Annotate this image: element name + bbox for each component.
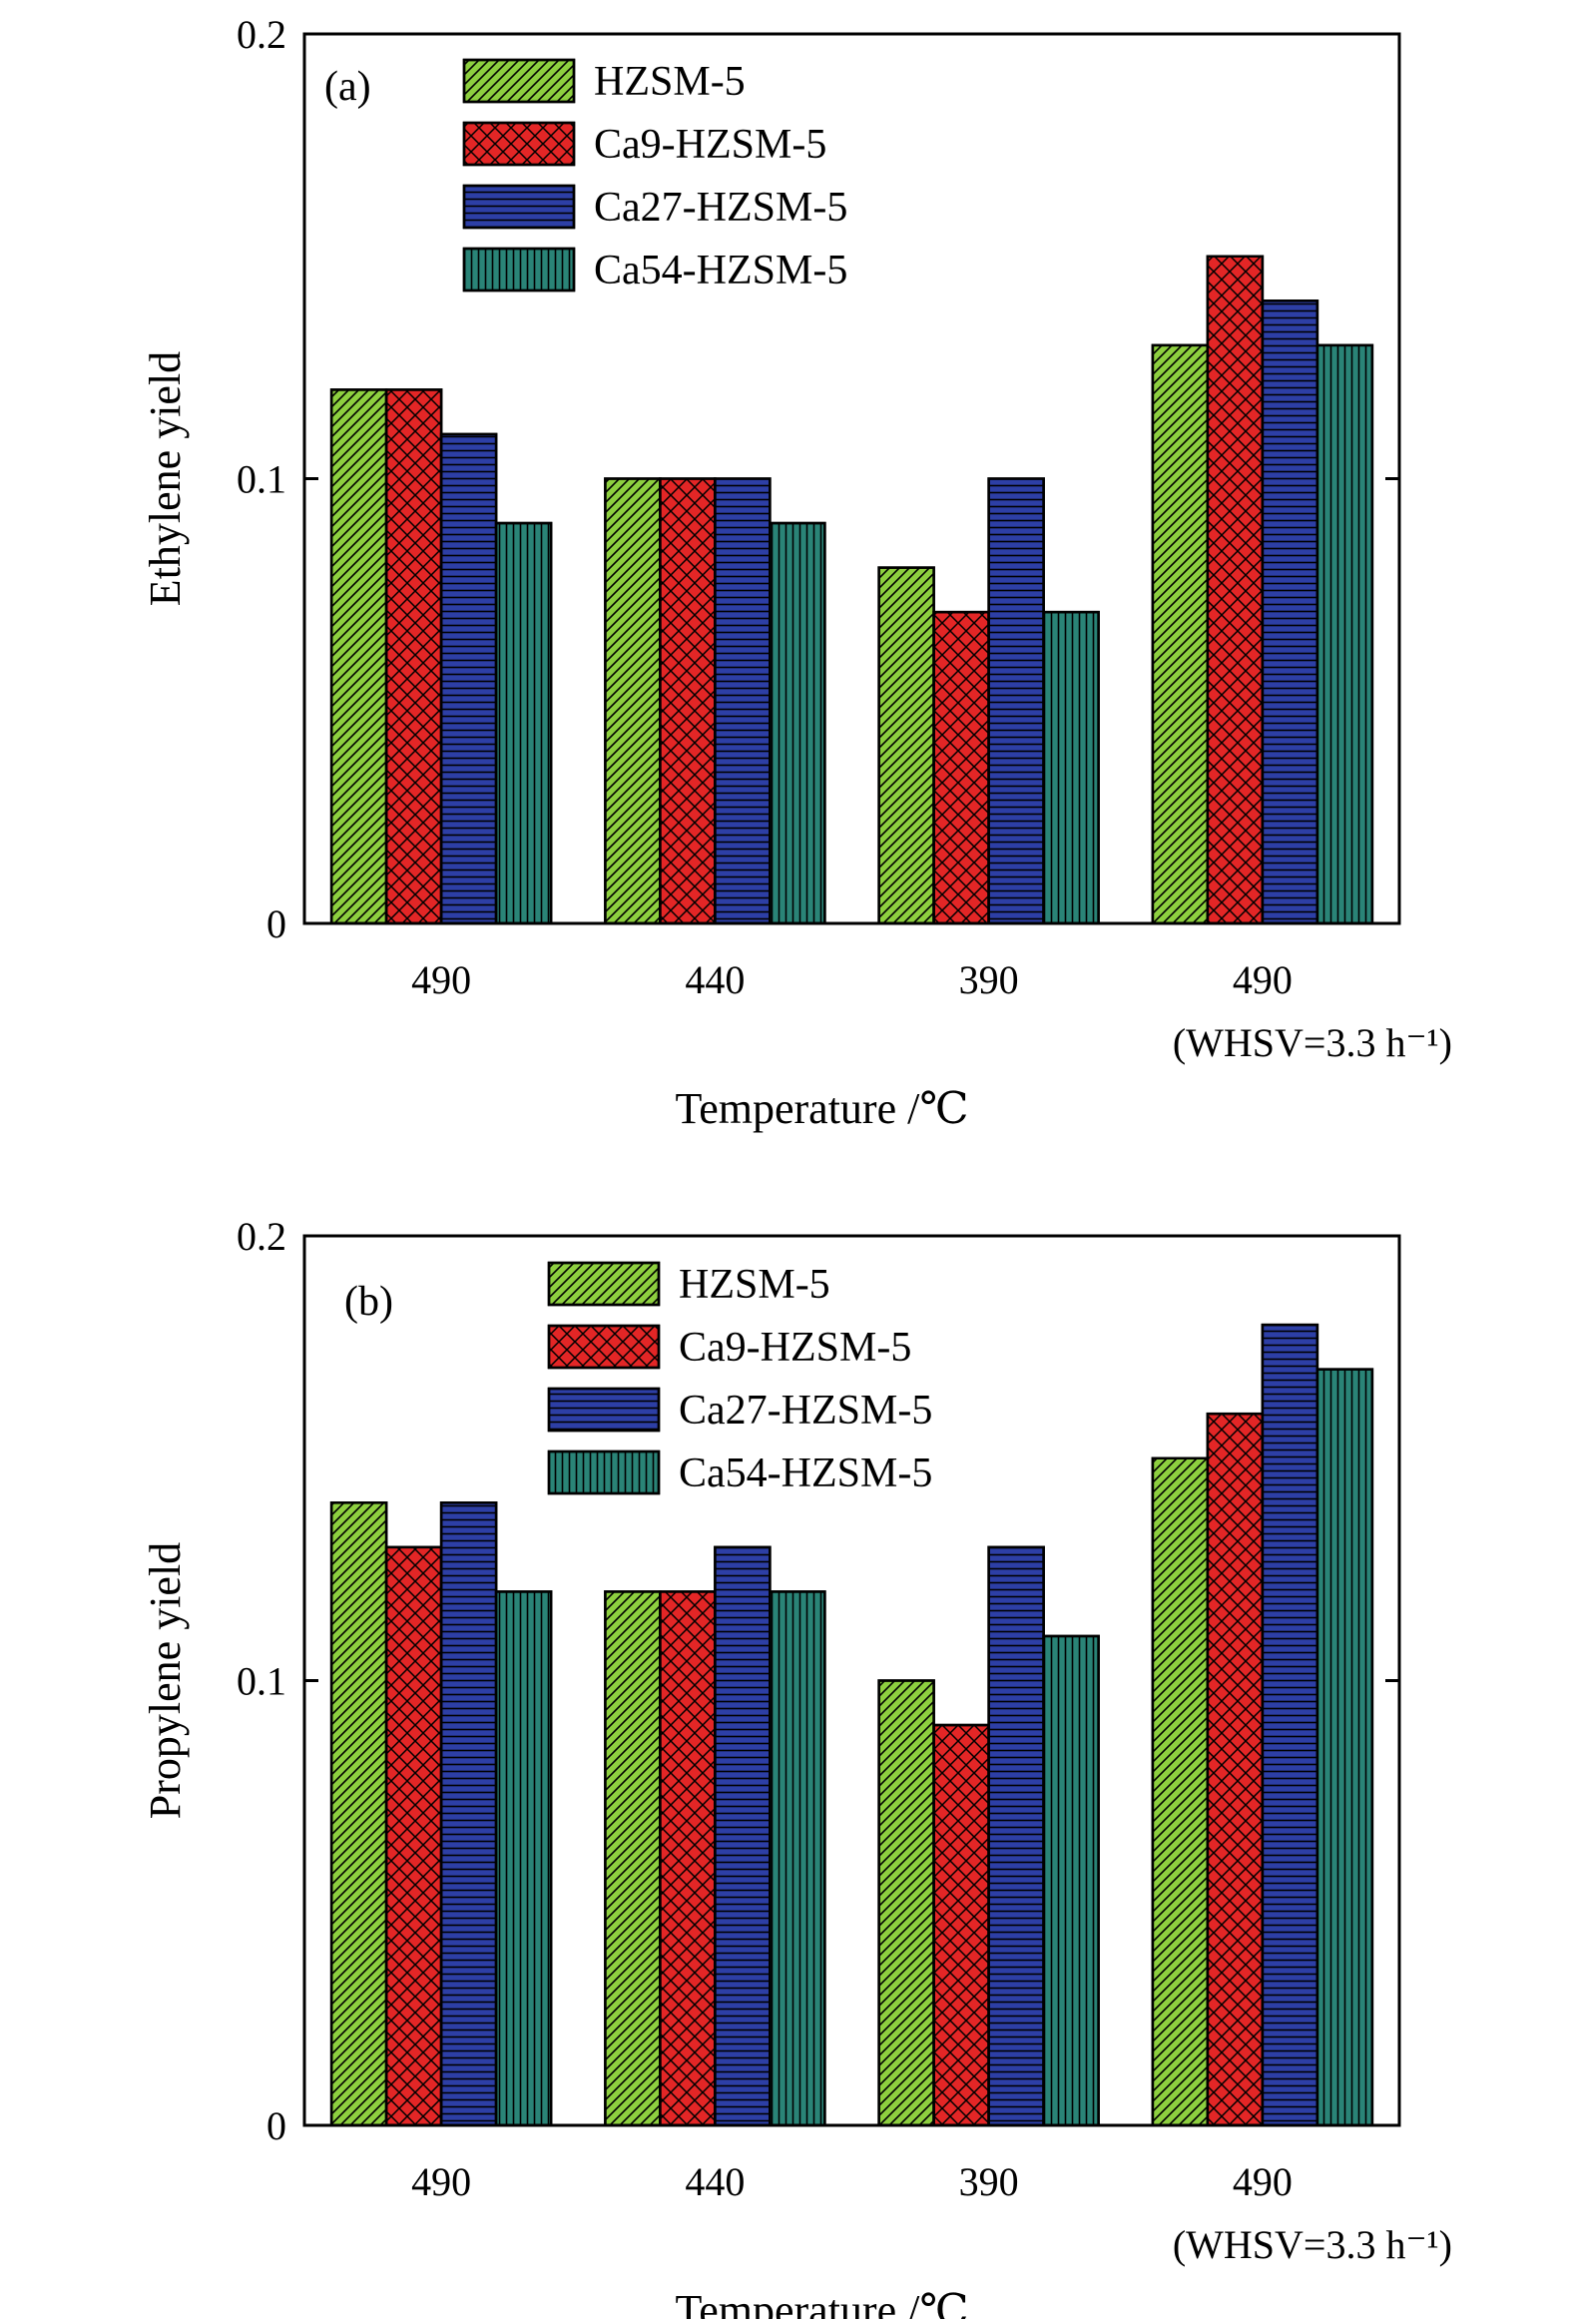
- y-tick-label: 0.1: [237, 1659, 286, 1704]
- legend-swatch-pattern: [464, 249, 574, 290]
- legend-swatch-outline: [547, 1261, 661, 1307]
- bar-pattern: [496, 1591, 552, 2125]
- bar-pattern: [331, 389, 387, 923]
- x-tick-label: 490: [1233, 2159, 1293, 2204]
- bar-pattern: [1152, 344, 1208, 924]
- x-tick-label: 490: [411, 957, 471, 1002]
- legend-swatch-pattern: [549, 1452, 659, 1493]
- legend-swatch-outline: [547, 1324, 661, 1370]
- bar-pattern: [1207, 1414, 1263, 2125]
- legend-swatch-outline: [547, 1450, 661, 1495]
- panel-label: (a): [324, 64, 371, 110]
- bar-pattern: [660, 478, 716, 923]
- bar-pattern: [770, 523, 825, 923]
- legend-item: Ca54-HZSM-5: [462, 247, 847, 293]
- legend-label: Ca27-HZSM-5: [594, 185, 847, 231]
- legend: HZSM-5 Ca9-HZSM-5 Ca27-HZSM-5 Ca54-HZSM-5: [462, 58, 847, 293]
- legend-swatch-pattern: [464, 60, 574, 102]
- bar-pattern: [988, 478, 1044, 923]
- legend-swatch-outline: [462, 247, 576, 292]
- bar-pattern: [1262, 300, 1317, 923]
- legend-swatch-pattern: [549, 1263, 659, 1305]
- series-HZSM-5: [329, 1456, 1210, 2127]
- bar-pattern: [605, 1591, 661, 2125]
- chart-panel-2: 0 0.1 0.2 490 440 390 490 (WHSV=3.3 h⁻¹) Tempera…: [141, 1214, 1452, 2324]
- legend-label: Ca54-HZSM-5: [679, 1451, 932, 1496]
- bar-pattern: [878, 1680, 934, 2125]
- bar-pattern: [331, 1502, 387, 2125]
- legend-label: Ca9-HZSM-5: [594, 122, 826, 168]
- bar-pattern: [878, 567, 934, 923]
- x-tick-label: 440: [685, 957, 745, 1002]
- legend-item: Ca27-HZSM-5: [462, 184, 847, 231]
- y-tick-label: 0.1: [237, 457, 286, 502]
- x-tick-label: 440: [685, 2159, 745, 2204]
- legend-item: Ca9-HZSM-5: [462, 121, 826, 168]
- bar-pattern: [386, 389, 442, 923]
- chart-panel-1: 0 0.1 0.2 490 440 390 490 (WHSV=3.3 h⁻¹) Tempera…: [141, 12, 1452, 1133]
- y-axis-title: Propylene yield: [141, 1542, 190, 1819]
- x-axis-title: Temperature /℃: [675, 1084, 968, 1133]
- bars: [329, 1323, 1374, 2127]
- x-tick-label: 390: [959, 2159, 1019, 2204]
- bar-pattern: [715, 1546, 771, 2125]
- y-tick-label: 0.2: [237, 12, 286, 57]
- legend-label: Ca54-HZSM-5: [594, 248, 847, 293]
- bar-pattern: [1152, 1457, 1208, 2125]
- legend-item: HZSM-5: [547, 1261, 830, 1308]
- legend-item: Ca9-HZSM-5: [547, 1324, 911, 1371]
- y-axis-title: Ethylene yield: [141, 351, 190, 606]
- legend-swatch-outline: [462, 121, 576, 167]
- legend-label: HZSM-5: [679, 1262, 830, 1308]
- legend-item: Ca27-HZSM-5: [547, 1387, 932, 1434]
- bar-pattern: [988, 1546, 1044, 2125]
- bar-pattern: [1316, 1369, 1372, 2125]
- bar-pattern: [933, 1725, 989, 2125]
- bar-pattern: [933, 612, 989, 923]
- legend-swatch-pattern: [464, 186, 574, 228]
- x-tick-label: 390: [959, 957, 1019, 1002]
- legend-swatch-outline: [547, 1387, 661, 1433]
- bar-pattern: [1043, 612, 1099, 923]
- legend-swatch-pattern: [549, 1389, 659, 1431]
- legend-swatch-outline: [462, 58, 576, 104]
- bar-pattern: [1262, 1325, 1317, 2125]
- bars: [329, 255, 1374, 925]
- bar-pattern: [715, 478, 771, 923]
- legend-swatch-outline: [462, 184, 576, 230]
- legend-swatch-pattern: [549, 1326, 659, 1368]
- bar-pattern: [386, 1546, 442, 2125]
- legend-label: HZSM-5: [594, 59, 746, 105]
- bar-pattern: [1316, 344, 1372, 924]
- series-HZSM-5: [329, 343, 1210, 925]
- x-tick-sublabel: (WHSV=3.3 h⁻¹): [1173, 2222, 1452, 2267]
- x-tick-label: 490: [1233, 957, 1293, 1002]
- bar-pattern: [1043, 1635, 1099, 2125]
- bar-pattern: [1207, 256, 1263, 923]
- bar-pattern: [605, 478, 661, 923]
- x-axis-title: Temperature /℃: [675, 2286, 968, 2319]
- legend-label: Ca9-HZSM-5: [679, 1325, 911, 1371]
- x-tick-label: 490: [411, 2159, 471, 2204]
- legend-item: Ca54-HZSM-5: [547, 1450, 932, 1496]
- y-tick-label: 0.2: [237, 1214, 286, 1259]
- y-tick-label: 0: [266, 901, 286, 946]
- legend-swatch-pattern: [464, 123, 574, 165]
- y-tick-label: 0: [266, 2103, 286, 2148]
- series-Ca54-HZSM-5: [494, 1368, 1374, 2127]
- legend-item: HZSM-5: [462, 58, 746, 105]
- series-Ca54-HZSM-5: [494, 343, 1374, 925]
- panel-label: (b): [344, 1279, 393, 1325]
- legend-label: Ca27-HZSM-5: [679, 1388, 932, 1434]
- bar-pattern: [770, 1591, 825, 2125]
- bar-pattern: [660, 1591, 716, 2125]
- bar-pattern: [496, 523, 552, 923]
- legend: HZSM-5 Ca9-HZSM-5 Ca27-HZSM-5 Ca54-HZSM-5: [547, 1261, 932, 1496]
- bar-pattern: [441, 1502, 497, 2125]
- x-tick-sublabel: (WHSV=3.3 h⁻¹): [1173, 1020, 1452, 1065]
- bar-pattern: [441, 433, 497, 923]
